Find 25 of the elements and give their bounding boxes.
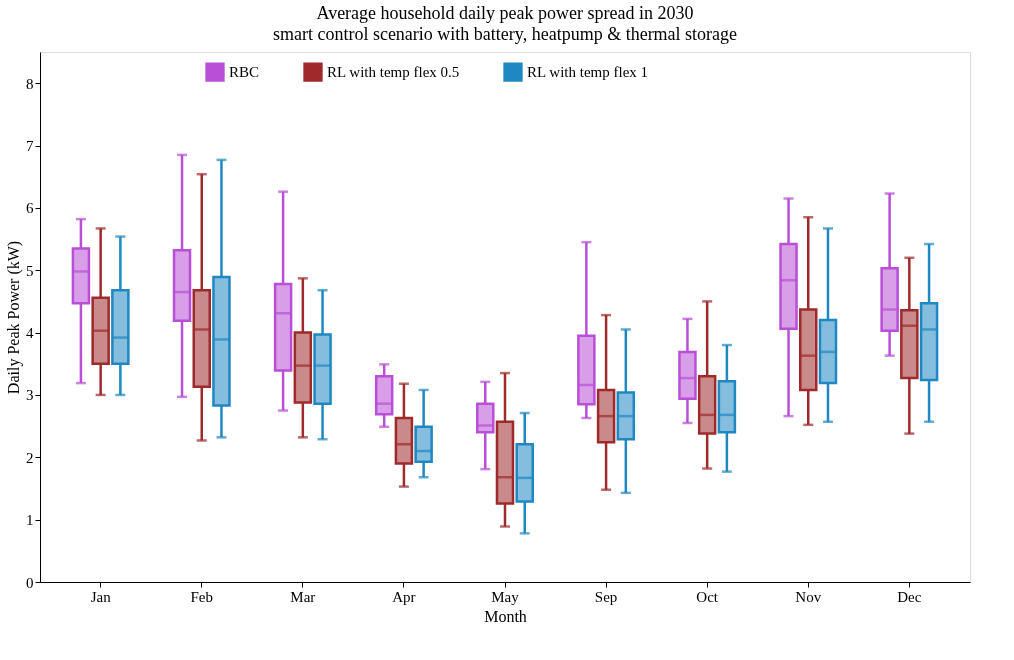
legend-label: RBC [229,64,260,81]
y-tick-label: 3 [26,387,34,404]
chart-subtitle: smart control scenario with battery, heatpump & thermal storage [272,24,738,44]
x-tick-label: Apr [392,588,416,605]
legend-label: RL with temp flex 0.5 [327,64,460,81]
x-tick-label: Nov [795,588,822,605]
x-tick-label: Sep [594,588,618,605]
x-tick-label: Oct [696,588,719,605]
y-tick-label: 8 [26,75,34,92]
x-tick-label: Feb [190,588,213,605]
y-tick-label: 7 [26,138,34,155]
y-tick-label: 0 [26,574,34,591]
x-axis-title: Month [484,607,527,625]
x-tick-label: Mar [290,588,316,605]
y-tick-label: 5 [26,262,34,279]
x-tick-label: May [491,588,520,605]
y-tick-label: 1 [26,512,34,529]
y-tick-label: 4 [26,325,34,342]
x-tick-label: Jan [90,588,112,605]
x-tick-label: Dec [897,588,922,605]
chart-title: Average household daily peak power spread in 2030 [316,3,694,23]
y-tick-label: 6 [26,200,34,217]
y-axis-title: Daily Peak Power (kW) [5,240,23,395]
legend-label: RL with temp flex 1 [527,64,649,81]
y-tick-label: 2 [26,449,34,466]
